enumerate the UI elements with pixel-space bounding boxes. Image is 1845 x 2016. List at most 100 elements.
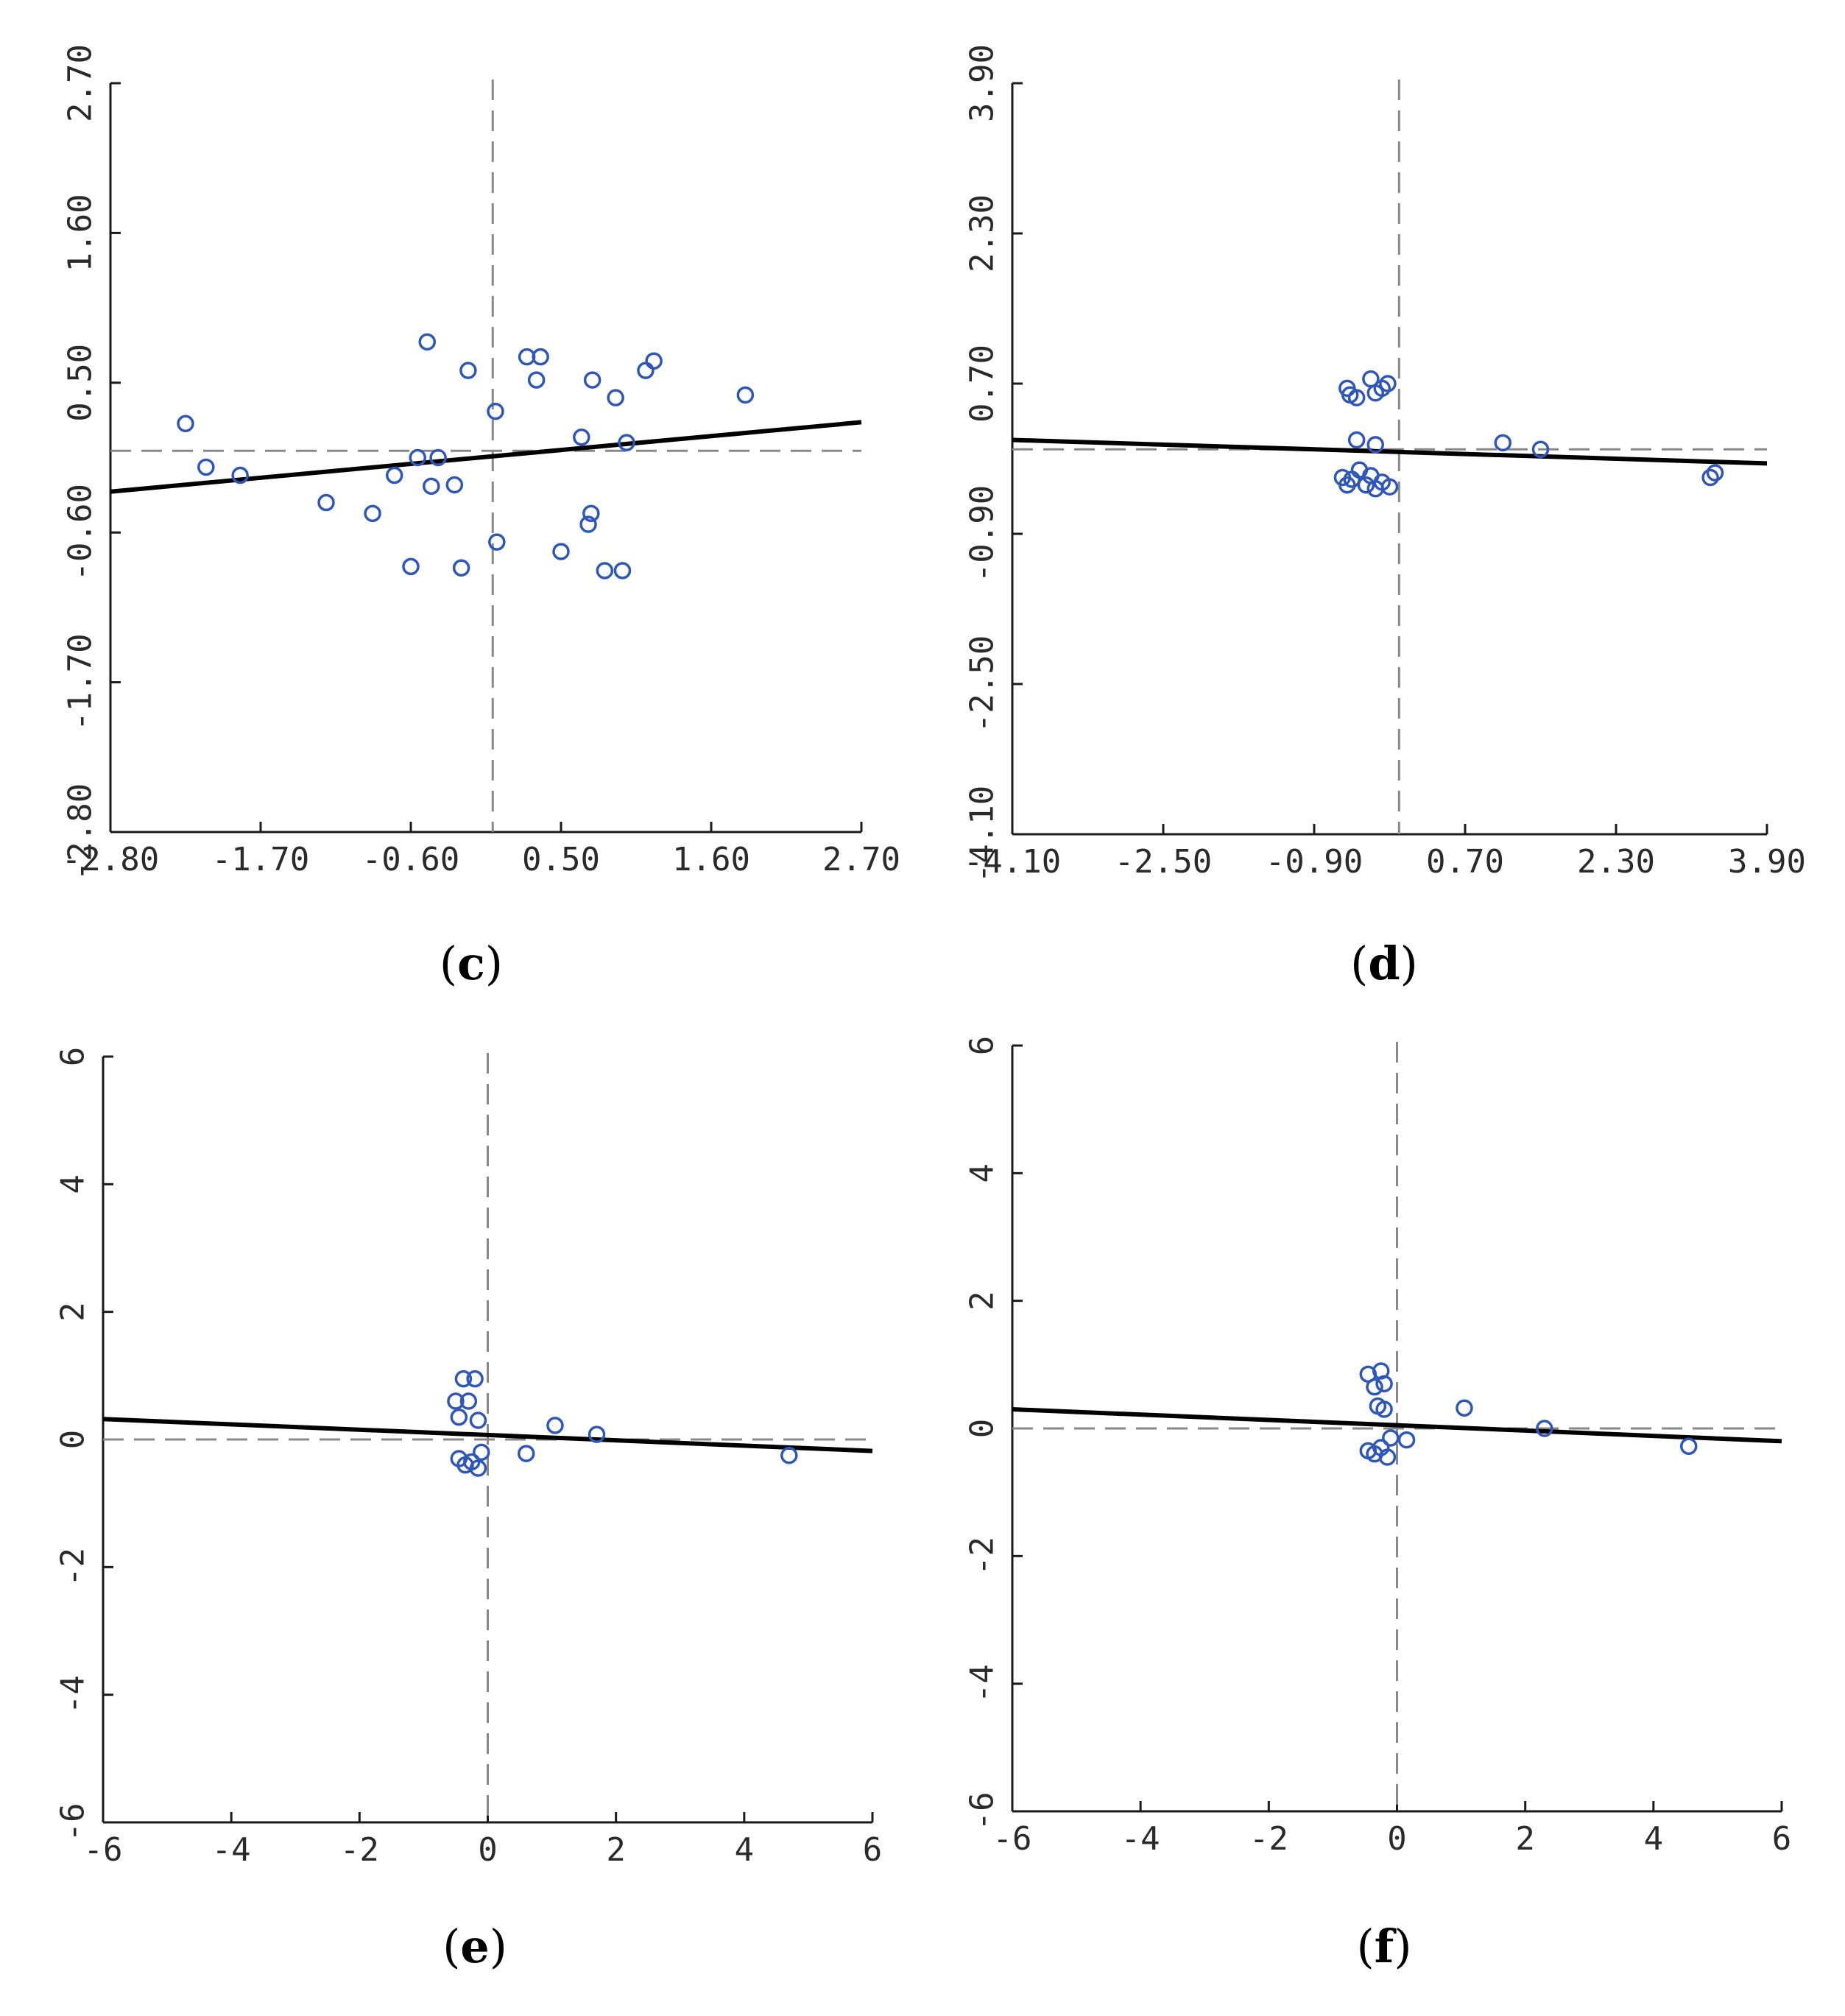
data-point [1357, 476, 1375, 494]
data-point [1375, 1400, 1393, 1418]
panel-e: -6 -4 -2 0 2 4 6 -6 -4 -2 0 2 4 6 (e) [54, 1047, 882, 1973]
panel-d: -4.10 -2.50 -0.90 0.70 2.30 3.90 -4.10 -2.50 -0.… [963, 44, 1806, 990]
data-point [583, 371, 602, 389]
fit-line [1012, 1407, 1782, 1444]
x-tick-label: 6 [1772, 1820, 1792, 1858]
y-tick-label: 0 [963, 1419, 1001, 1439]
fit-line [102, 1417, 873, 1453]
data-point [1366, 1378, 1383, 1396]
data-point [588, 1425, 606, 1443]
data-point [423, 477, 440, 496]
data-point [231, 466, 249, 484]
x-tick-label: -2 [1249, 1820, 1288, 1858]
data-point [469, 1411, 487, 1429]
y-tick-label: 4 [54, 1174, 91, 1194]
x-tick-label: 0 [1387, 1820, 1407, 1858]
data-point [1536, 1420, 1553, 1437]
data-point [447, 1392, 465, 1410]
y-tick-label: 2 [963, 1291, 1001, 1311]
x-tick-label: -0.90 [1266, 843, 1363, 881]
y-tick-label: -2 [963, 1537, 1001, 1576]
data-point [573, 429, 590, 446]
data-point [1379, 375, 1397, 392]
data-point [459, 1392, 478, 1410]
y-tick-label: -0.90 [963, 485, 1001, 582]
data-point [197, 458, 215, 476]
data-point [1531, 440, 1550, 458]
panel-caption-c: (c) [440, 937, 503, 990]
x-tick-label: -2.50 [1115, 843, 1212, 881]
data-point [1378, 1448, 1397, 1466]
y-tick-label: -0.60 [61, 484, 99, 581]
data-point [1456, 1399, 1473, 1417]
x-tick-label: 2 [606, 1831, 626, 1869]
y-tick-label: -2.80 [61, 783, 99, 881]
x-tick-label: -6 [84, 1831, 123, 1869]
panel-caption-e: (e) [442, 1920, 507, 1973]
data-point [445, 476, 464, 494]
data-point [1397, 1431, 1416, 1449]
data-point [596, 562, 614, 579]
y-tick-label: -4.10 [963, 786, 1001, 883]
fit-line [1012, 437, 1768, 466]
panel-f: -6 -4 -2 0 2 4 6 -6 -4 -2 0 2 4 6 (f) [963, 1036, 1791, 1973]
data-point [645, 352, 663, 370]
y-tick-label: 1.60 [61, 194, 99, 272]
x-tick-label: 0.70 [1426, 843, 1504, 881]
x-tick-label: 6 [863, 1831, 883, 1869]
data-point [1380, 478, 1399, 496]
y-tick-label: 3.90 [963, 44, 1001, 122]
data-point [546, 1417, 564, 1434]
y-tick-label: -4 [963, 1664, 1001, 1703]
y-tick-label: 6 [54, 1047, 91, 1067]
data-point [1679, 1437, 1698, 1456]
y-tick-label: -6 [54, 1803, 91, 1842]
x-tick-label: -4 [212, 1831, 251, 1869]
data-point [473, 1443, 490, 1462]
y-tick-label: -4 [54, 1675, 91, 1714]
data-point [618, 434, 635, 451]
x-tick-label: 4 [1644, 1820, 1664, 1858]
data-point [527, 371, 546, 389]
y-tick-label: 0.70 [963, 345, 1001, 423]
x-tick-label: -0.60 [362, 841, 459, 878]
y-tick-label: -6 [963, 1792, 1001, 1831]
data-point [1347, 431, 1366, 449]
y-tick-label: -2.50 [963, 635, 1001, 733]
data-point [385, 466, 403, 484]
x-tick-label: 1.60 [672, 841, 750, 878]
y-tick-label: 4 [963, 1163, 1001, 1183]
data-point [459, 362, 477, 379]
y-tick-label: -1.70 [61, 633, 99, 730]
data-point [607, 389, 624, 406]
x-tick-label: -2 [340, 1831, 379, 1869]
data-point [613, 562, 632, 579]
data-point [402, 557, 420, 576]
data-point [487, 402, 504, 420]
data-point [1366, 436, 1385, 454]
data-point [582, 504, 600, 523]
panel-caption-d: (d) [1350, 937, 1418, 990]
data-point [780, 1446, 798, 1465]
data-point [1706, 464, 1724, 482]
y-tick-label: 2.70 [61, 44, 99, 122]
data-point [418, 333, 437, 351]
fit-line [110, 420, 862, 494]
data-point [1494, 434, 1511, 452]
y-tick-label: 6 [963, 1036, 1001, 1056]
y-tick-label: 2 [54, 1302, 91, 1322]
x-tick-label: -4.10 [964, 843, 1061, 881]
data-point [177, 415, 194, 433]
data-point [450, 1408, 468, 1426]
x-tick-label: 3.90 [1728, 843, 1806, 881]
data-point [1375, 1375, 1393, 1393]
x-tick-label: -2.80 [62, 841, 159, 878]
data-point [452, 559, 470, 577]
x-tick-label: -6 [993, 1820, 1032, 1858]
y-tick-label: -2 [54, 1548, 91, 1587]
data-point [1347, 389, 1366, 406]
x-tick-label: 4 [735, 1831, 755, 1869]
panel-c: -2.80 -1.70 -0.60 0.50 1.60 2.70 -2.80 -1.70 -0.… [61, 44, 900, 990]
y-tick-label: 0.50 [61, 344, 99, 422]
data-point [317, 493, 335, 512]
